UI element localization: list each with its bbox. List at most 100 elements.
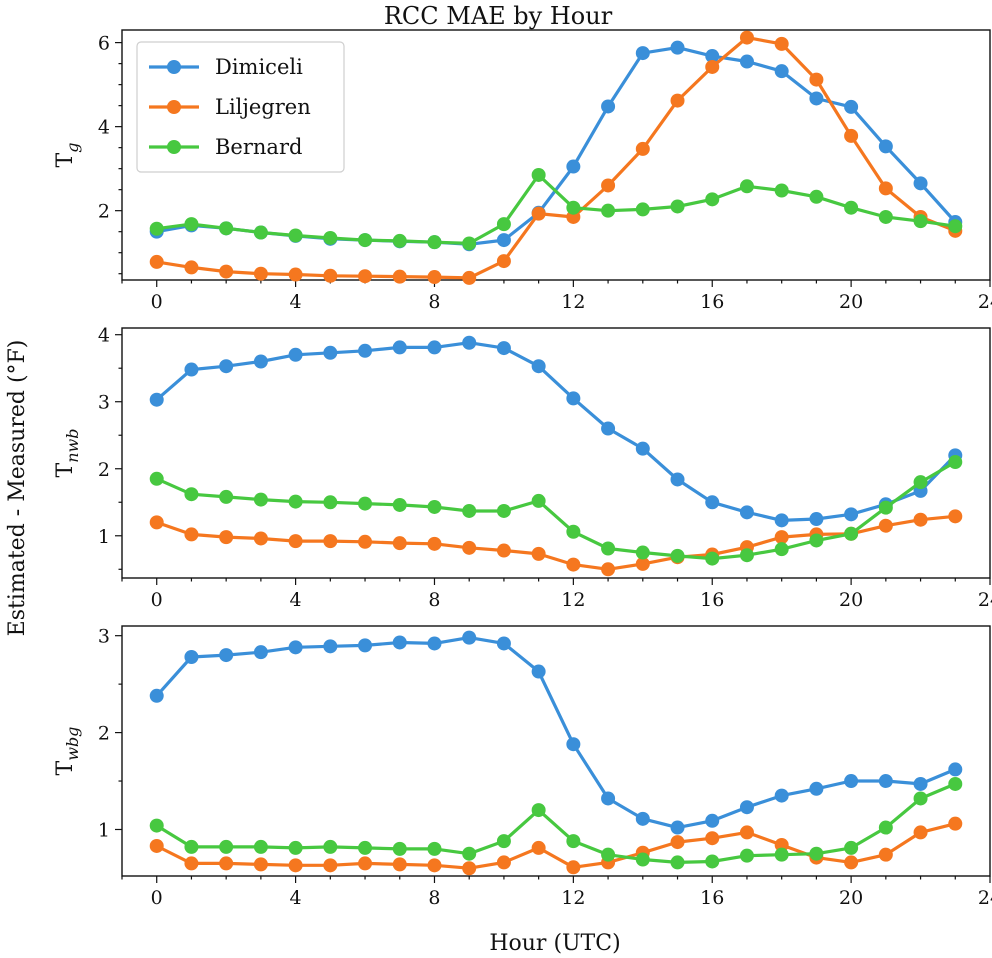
plot-frame	[121, 29, 991, 281]
data-point-bernard	[392, 841, 407, 856]
panel-y-label: Twbg	[53, 727, 82, 776]
panel-y-label-sub: g	[63, 143, 82, 153]
data-point-bernard	[809, 189, 824, 204]
data-point-bernard	[323, 839, 338, 854]
data-point-bernard	[705, 192, 720, 207]
data-point-dimiceli	[774, 788, 789, 803]
data-point-liljegren	[948, 509, 963, 524]
data-point-liljegren	[149, 254, 164, 269]
x-tick-label: 16	[700, 291, 724, 313]
data-point-liljegren	[427, 536, 442, 551]
y-tick-label: 3	[98, 626, 110, 648]
y-axis-label: Estimated - Measured (°F)	[5, 340, 30, 637]
data-point-dimiceli	[948, 762, 963, 777]
x-tick-label: 4	[290, 291, 302, 313]
data-point-dimiceli	[219, 359, 234, 374]
y-tick-label: 2	[98, 201, 110, 223]
data-point-bernard	[670, 199, 685, 214]
data-point-dimiceli	[635, 46, 650, 61]
data-point-liljegren	[427, 270, 442, 285]
panel-y-label: Tg	[53, 143, 82, 168]
data-point-dimiceli	[670, 820, 685, 835]
data-point-dimiceli	[566, 737, 581, 752]
data-point-liljegren	[601, 562, 616, 577]
data-point-bernard	[323, 230, 338, 245]
x-tick-label: 4	[290, 887, 302, 909]
legend-entry-dimiceli: Dimiceli	[149, 55, 303, 79]
data-point-liljegren	[774, 837, 789, 852]
x-tick-label: 24	[978, 887, 992, 909]
chart-title: RCC MAE by Hour	[384, 2, 613, 30]
plot-frame	[121, 327, 991, 579]
data-point-bernard	[219, 489, 234, 504]
x-tick-label: 12	[561, 291, 585, 313]
data-point-liljegren	[149, 838, 164, 853]
data-point-liljegren	[219, 264, 234, 279]
y-tick-label: 2	[98, 459, 110, 481]
data-point-bernard	[496, 217, 511, 232]
data-point-dimiceli	[288, 640, 303, 655]
data-point-bernard	[670, 855, 685, 870]
data-point-liljegren	[323, 268, 338, 283]
data-point-bernard	[531, 493, 546, 508]
data-point-liljegren	[774, 530, 789, 545]
data-point-bernard	[184, 839, 199, 854]
data-point-bernard	[462, 846, 477, 861]
data-point-liljegren	[496, 254, 511, 269]
panel-1: 04812162024246Tg	[53, 29, 992, 313]
data-point-dimiceli	[913, 776, 928, 791]
data-point-bernard	[844, 200, 859, 215]
data-point-dimiceli	[670, 472, 685, 487]
data-point-bernard	[184, 217, 199, 232]
x-tick-label: 16	[700, 589, 724, 611]
data-point-dimiceli	[323, 345, 338, 360]
x-tick-label: 20	[839, 887, 863, 909]
data-point-bernard	[913, 475, 928, 490]
data-point-liljegren	[462, 861, 477, 876]
data-point-liljegren	[358, 856, 373, 871]
data-point-bernard	[739, 179, 754, 194]
data-point-liljegren	[253, 857, 268, 872]
panels: 04812162024246Tg048121620241234Tnwb04812…	[53, 29, 992, 909]
data-point-dimiceli	[496, 636, 511, 651]
data-point-dimiceli	[739, 505, 754, 520]
data-point-liljegren	[635, 141, 650, 156]
data-point-liljegren	[531, 206, 546, 221]
data-point-bernard	[774, 542, 789, 557]
data-point-bernard	[913, 214, 928, 229]
data-point-dimiceli	[878, 139, 893, 154]
data-point-liljegren	[844, 855, 859, 870]
data-point-liljegren	[705, 831, 720, 846]
legend-marker	[167, 100, 181, 114]
data-point-liljegren	[184, 856, 199, 871]
series-bernard	[149, 776, 963, 870]
data-point-liljegren	[496, 855, 511, 870]
data-point-bernard	[739, 548, 754, 563]
panel-y-label-main: T	[53, 760, 78, 775]
data-point-bernard	[253, 225, 268, 240]
data-point-bernard	[149, 221, 164, 236]
series-bernard	[149, 455, 963, 566]
data-point-liljegren	[392, 269, 407, 284]
legend-label: Bernard	[215, 135, 302, 159]
data-point-dimiceli	[427, 636, 442, 651]
legend-entry-bernard: Bernard	[149, 135, 302, 159]
data-point-liljegren	[913, 512, 928, 527]
data-point-liljegren	[288, 534, 303, 549]
x-tick-label: 8	[428, 291, 440, 313]
panel-y-label-main: T	[53, 152, 78, 167]
data-point-liljegren	[462, 540, 477, 555]
data-point-liljegren	[184, 527, 199, 542]
data-point-bernard	[427, 841, 442, 856]
data-point-liljegren	[844, 128, 859, 143]
data-point-liljegren	[149, 515, 164, 530]
x-tick-label: 20	[839, 589, 863, 611]
data-point-bernard	[531, 803, 546, 818]
x-tick-label: 4	[290, 589, 302, 611]
legend-box	[136, 41, 345, 173]
data-point-bernard	[809, 846, 824, 861]
legend-label: Liljegren	[215, 95, 311, 119]
x-tick-label: 0	[151, 291, 163, 313]
data-point-bernard	[496, 503, 511, 518]
data-point-bernard	[496, 834, 511, 849]
